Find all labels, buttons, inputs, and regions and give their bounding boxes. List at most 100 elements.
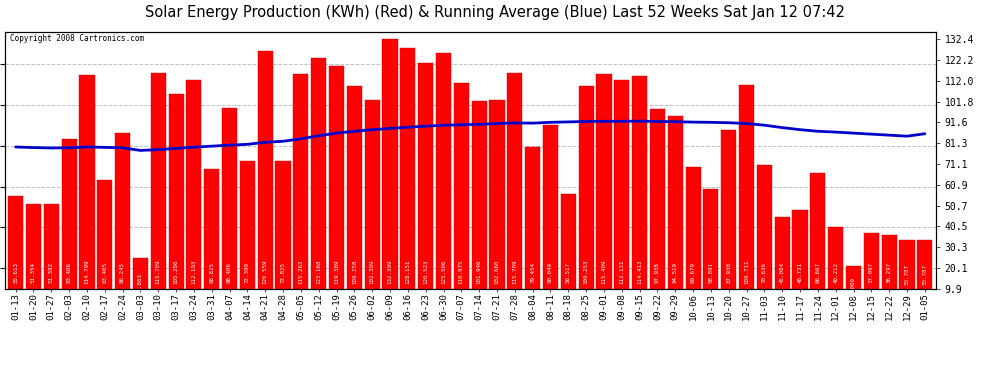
Text: 115.409: 115.409 (602, 260, 607, 285)
Text: 33.787: 33.787 (923, 264, 928, 285)
Bar (436, 53, 451, 309)
Bar (864, 233, 879, 309)
Bar (382, 39, 398, 309)
Text: 66.667: 66.667 (816, 262, 821, 283)
Bar (400, 48, 416, 309)
Bar (222, 108, 238, 309)
Bar (26, 204, 41, 309)
Bar (204, 169, 220, 309)
Text: 115.709: 115.709 (155, 260, 160, 285)
Text: 48.731: 48.731 (798, 262, 803, 283)
Text: 125.506: 125.506 (441, 260, 446, 285)
Text: 126.559: 126.559 (262, 260, 267, 285)
Bar (115, 133, 131, 309)
Text: 114.413: 114.413 (638, 260, 643, 285)
Bar (364, 100, 380, 309)
Text: 79.454: 79.454 (531, 262, 536, 283)
Bar (829, 227, 843, 309)
Bar (667, 116, 683, 309)
Bar (525, 147, 541, 309)
Text: 120.523: 120.523 (423, 260, 429, 285)
Text: 55.613: 55.613 (13, 262, 18, 283)
Text: 128.151: 128.151 (405, 260, 410, 285)
Bar (79, 75, 94, 309)
Text: 109.258: 109.258 (351, 260, 356, 285)
Text: 90.049: 90.049 (548, 262, 553, 283)
Bar (61, 139, 76, 309)
Text: 94.519: 94.519 (673, 262, 678, 283)
Text: 112.131: 112.131 (620, 260, 625, 285)
Text: 63.405: 63.405 (102, 262, 107, 283)
Bar (649, 110, 665, 309)
Bar (418, 63, 434, 309)
Bar (293, 74, 309, 309)
Bar (275, 160, 291, 309)
Text: 112.193: 112.193 (191, 260, 196, 285)
Text: 36.297: 36.297 (887, 262, 892, 283)
Bar (596, 74, 612, 309)
Text: 87.930: 87.930 (727, 262, 732, 283)
Bar (168, 94, 184, 309)
Bar (685, 167, 701, 309)
Text: 109.711: 109.711 (744, 260, 749, 285)
Text: 102.399: 102.399 (369, 260, 374, 285)
Bar (721, 130, 737, 309)
Text: 101.946: 101.946 (476, 260, 482, 285)
Text: 70.636: 70.636 (762, 262, 767, 283)
Bar (918, 240, 933, 309)
Text: 83.486: 83.486 (66, 262, 71, 283)
Bar (453, 83, 469, 309)
Text: 51.354: 51.354 (31, 262, 36, 283)
Bar (792, 210, 808, 309)
Bar (257, 51, 273, 309)
Text: 102.660: 102.660 (494, 260, 500, 285)
Bar (8, 196, 23, 309)
Text: 105.286: 105.286 (173, 260, 178, 285)
Bar (471, 101, 487, 309)
Text: 98.486: 98.486 (227, 262, 232, 283)
Bar (756, 165, 772, 309)
Bar (133, 258, 148, 309)
Bar (632, 76, 647, 309)
Text: 24.863: 24.863 (138, 273, 143, 294)
Text: 45.084: 45.084 (780, 262, 785, 283)
Text: 51.392: 51.392 (49, 262, 53, 283)
Text: 37.097: 37.097 (869, 262, 874, 283)
Bar (311, 58, 327, 309)
Text: 40.212: 40.212 (834, 262, 839, 283)
Bar (150, 73, 166, 309)
Bar (703, 189, 719, 309)
Text: 115.709: 115.709 (512, 260, 518, 285)
Bar (560, 194, 576, 309)
Bar (739, 86, 754, 309)
Text: 56.517: 56.517 (566, 262, 571, 283)
Text: 21.009: 21.009 (851, 277, 856, 298)
Text: 97.938: 97.938 (655, 262, 660, 283)
Text: Solar Energy Production (KWh) (Red) & Running Average (Blue) Last 52 Weeks Sat J: Solar Energy Production (KWh) (Red) & Ru… (145, 5, 845, 20)
Bar (774, 217, 790, 309)
Text: 86.245: 86.245 (120, 262, 125, 283)
Text: 58.891: 58.891 (709, 262, 714, 283)
Bar (543, 126, 558, 309)
Text: 119.389: 119.389 (334, 260, 339, 285)
Text: 110.975: 110.975 (458, 260, 464, 285)
Bar (507, 73, 523, 309)
Text: 33.787: 33.787 (905, 264, 910, 285)
Text: 114.799: 114.799 (84, 260, 89, 285)
Text: 109.253: 109.253 (584, 260, 589, 285)
Bar (900, 240, 915, 309)
Text: Copyright 2008 Cartronics.com: Copyright 2008 Cartronics.com (10, 34, 144, 44)
Text: 69.679: 69.679 (691, 262, 696, 283)
Bar (97, 180, 112, 309)
Bar (882, 235, 897, 309)
Bar (44, 204, 58, 309)
Text: 68.825: 68.825 (209, 262, 214, 283)
Bar (810, 173, 826, 309)
Text: 115.263: 115.263 (298, 260, 303, 285)
Bar (846, 266, 861, 309)
Bar (186, 80, 202, 309)
Bar (489, 100, 505, 309)
Text: 72.399: 72.399 (245, 262, 249, 283)
Bar (346, 86, 362, 309)
Text: 132.399: 132.399 (387, 260, 392, 285)
